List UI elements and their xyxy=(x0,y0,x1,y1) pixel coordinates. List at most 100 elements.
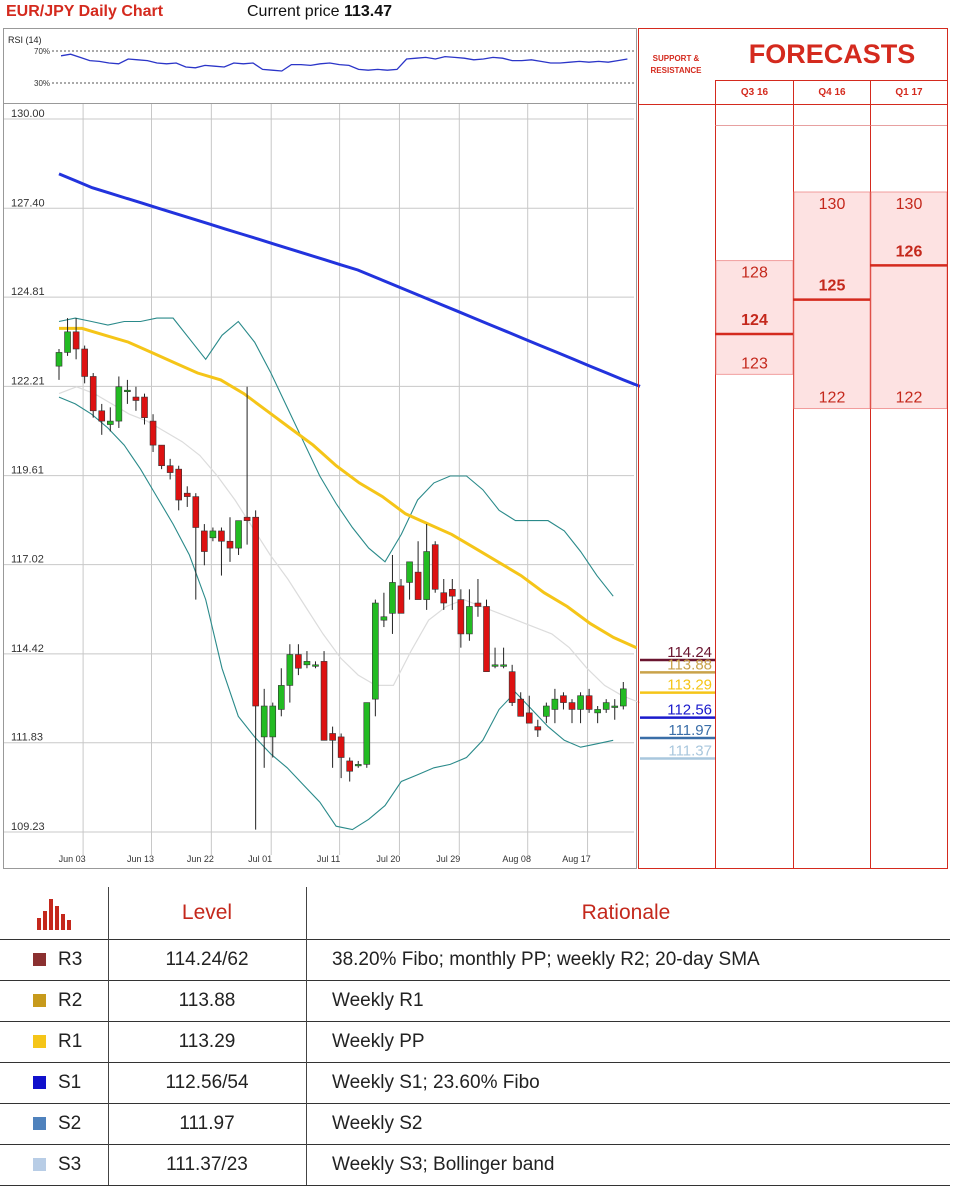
candle xyxy=(337,733,345,779)
level-value: 111.97 xyxy=(179,1112,235,1134)
x-tick-label: Jul 01 xyxy=(248,854,272,864)
level-rationale: Weekly PP xyxy=(332,1030,425,1052)
candle xyxy=(440,579,448,610)
candle xyxy=(466,589,473,641)
rsi-indicator: RSI (14) 70% 30% xyxy=(8,35,634,88)
level-color-swatch xyxy=(33,994,46,1007)
y-tick-label: 114.42 xyxy=(11,643,44,655)
candle xyxy=(260,688,268,768)
level-rationale-cell: Weekly PP xyxy=(306,1021,946,1062)
level-color-swatch xyxy=(33,953,46,966)
rsi-panel xyxy=(3,28,637,104)
candle xyxy=(448,579,456,610)
level-rationale: Weekly R1 xyxy=(332,989,424,1011)
candle xyxy=(295,644,302,676)
price-panel xyxy=(3,103,637,869)
forecast-high: 128 xyxy=(741,265,768,282)
y-tick-label: 109.23 xyxy=(11,821,45,833)
candle xyxy=(55,349,63,380)
level-color-swatch xyxy=(33,1158,46,1171)
level-code-cell: S2 xyxy=(0,1103,109,1144)
candle xyxy=(611,699,619,720)
y-tick-label: 130.00 xyxy=(11,108,45,120)
bollinger-middle xyxy=(58,386,641,704)
table-row: S1 112.56/54 Weekly S1; 23.60% Fibo xyxy=(0,1062,950,1104)
candle xyxy=(619,681,627,710)
forecast-low: 122 xyxy=(819,390,846,407)
x-tick-label: Jul 29 xyxy=(436,854,460,864)
candle xyxy=(175,465,182,511)
forecast-target: 125 xyxy=(819,278,846,295)
bar-chart-icon xyxy=(37,899,71,930)
candle xyxy=(423,524,430,610)
candle xyxy=(303,651,311,669)
level-color-swatch xyxy=(33,1076,46,1089)
table-header: Level Rationale xyxy=(0,887,950,940)
x-tick-label: Aug 17 xyxy=(562,854,591,864)
level-value: 113.29 xyxy=(178,1030,236,1052)
level-value: 114.24/62 xyxy=(165,948,249,970)
level-label: 111.97 xyxy=(668,722,712,739)
level-color-swatch xyxy=(33,1117,46,1130)
candle xyxy=(534,719,542,737)
candle xyxy=(320,651,328,741)
forecast-target: 126 xyxy=(896,243,923,260)
table-header-rationale: Rationale xyxy=(306,887,946,939)
candle xyxy=(183,486,191,507)
forecast-high: 130 xyxy=(819,196,846,213)
chart-area: RSI (14) 70% 30% 130.00 127.40 124.81 122.2… xyxy=(3,28,948,869)
x-tick-label: Jun 13 xyxy=(127,854,154,864)
y-tick-label: 117.02 xyxy=(11,554,44,566)
candle xyxy=(201,524,208,566)
candle xyxy=(89,373,97,418)
table-row: R2 113.88 Weekly R1 xyxy=(0,980,950,1022)
level-code: R2 xyxy=(58,989,83,1011)
candle xyxy=(483,599,490,672)
candle xyxy=(372,599,379,717)
candle xyxy=(491,647,499,669)
x-tick-label: Jul 11 xyxy=(317,854,340,864)
candle xyxy=(577,692,584,724)
chart-grid: 130.00 127.40 124.81 122.21 119.61 117.02 114.… xyxy=(4,104,634,864)
x-tick-label: Jul 20 xyxy=(376,854,400,864)
level-code-cell: R2 xyxy=(0,980,109,1021)
x-tick-label: Jun 22 xyxy=(187,854,214,864)
candle xyxy=(64,318,71,356)
candle xyxy=(286,644,294,703)
table-row: S2 111.97 Weekly S2 xyxy=(0,1103,950,1145)
candle xyxy=(602,699,610,713)
forecasts-title: FORECASTS xyxy=(749,39,916,69)
level-code-cell: R3 xyxy=(0,939,109,980)
forecast-column-label: Q4 16 xyxy=(818,87,846,98)
level-label: 114.24 xyxy=(667,644,712,661)
table-row: S3 111.37/23 Weekly S3; Bollinger band xyxy=(0,1144,950,1186)
chart-title: EUR/JPY Daily Chart xyxy=(6,3,164,20)
candle xyxy=(525,695,533,724)
level-value: 113.88 xyxy=(178,989,236,1011)
level-rationale: Weekly S2 xyxy=(332,1112,423,1134)
x-tick-label: Aug 08 xyxy=(502,854,531,864)
bollinger-upper xyxy=(58,317,614,597)
candle xyxy=(235,520,242,555)
current-price-label: Current price xyxy=(247,3,340,20)
candlesticks xyxy=(55,318,627,830)
table-header-icon-cell xyxy=(0,887,109,939)
rsi-30-label: 30% xyxy=(34,79,50,88)
rsi-label: RSI (14) xyxy=(8,35,42,45)
candle xyxy=(543,702,550,724)
candle xyxy=(568,699,576,724)
y-tick-label: 111.83 xyxy=(11,732,43,744)
y-tick-label: 122.21 xyxy=(11,375,45,387)
forecast-column-label: Q1 17 xyxy=(895,87,923,98)
level-code: R1 xyxy=(58,1030,83,1052)
candle xyxy=(107,407,114,432)
forecast-high: 130 xyxy=(896,196,923,213)
current-price-value: 113.47 xyxy=(343,3,392,20)
forecast-range xyxy=(870,191,948,410)
level-code-cell: R1 xyxy=(0,1021,109,1062)
candle xyxy=(252,510,259,830)
level-code: R3 xyxy=(58,948,83,970)
level-value-cell: 112.56/54 xyxy=(108,1062,307,1103)
candle xyxy=(149,414,157,452)
bollinger-bands xyxy=(58,317,641,831)
